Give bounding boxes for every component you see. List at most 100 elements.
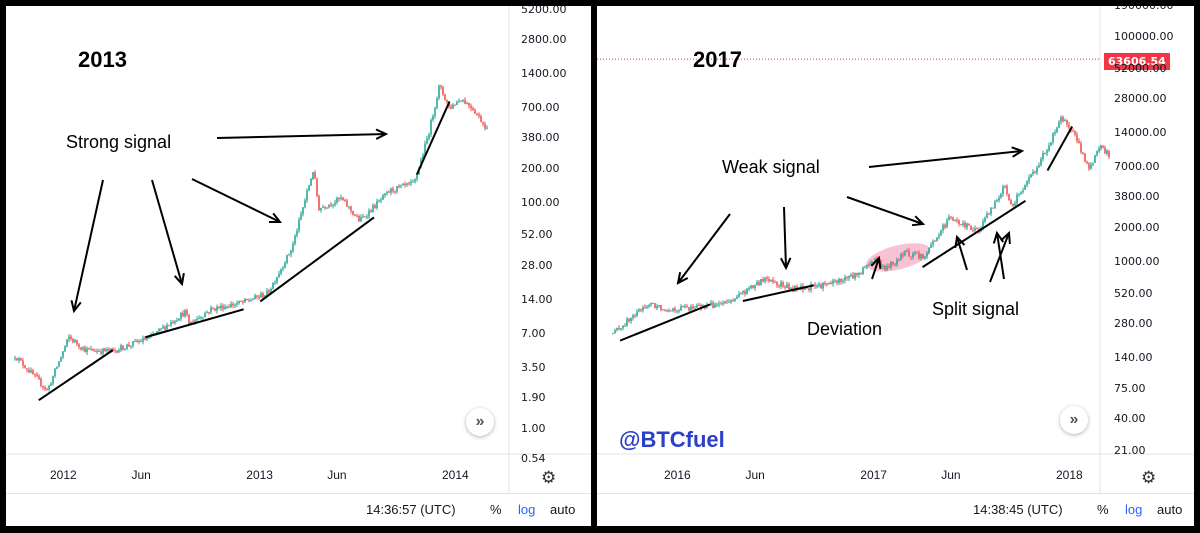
y-tick-label: 520.00 — [1114, 286, 1153, 300]
candle-body — [858, 272, 860, 276]
candle-body — [160, 328, 162, 330]
candle-body — [186, 310, 188, 315]
candle-body — [806, 287, 808, 289]
candle-body — [1064, 120, 1066, 122]
candle-body — [716, 304, 718, 306]
y-tick-label: 14.00 — [521, 292, 553, 306]
candle-body — [442, 87, 444, 95]
y-tick-label: 40.00 — [1114, 412, 1146, 426]
percent-toggle[interactable]: % — [1097, 502, 1109, 517]
candle-body — [640, 309, 642, 311]
candle-body — [380, 199, 382, 201]
scroll-to-realtime-button[interactable]: » — [466, 408, 494, 436]
candle-body — [778, 285, 780, 287]
candle-body — [766, 277, 768, 279]
gear-icon[interactable]: ⚙ — [1141, 468, 1157, 487]
candle-body — [284, 263, 286, 268]
candle-body — [124, 348, 126, 350]
candle-body — [366, 216, 368, 218]
candle-body — [862, 267, 864, 275]
candle-body — [620, 328, 622, 330]
candle-body — [342, 197, 344, 200]
candle-body — [34, 374, 36, 376]
candle-body — [658, 305, 660, 307]
scroll-to-realtime-button[interactable]: » — [1060, 406, 1088, 434]
candle-body — [1048, 145, 1050, 151]
candle-body — [130, 345, 132, 347]
candle-body — [1022, 189, 1024, 192]
candles — [14, 84, 488, 392]
arrow-head — [954, 234, 966, 249]
candle-body — [480, 115, 482, 123]
candle-body — [1012, 203, 1014, 206]
y-tick-label: 1400.00 — [521, 67, 567, 80]
candle-body — [664, 309, 666, 311]
candle-body — [424, 143, 426, 155]
log-toggle[interactable]: log — [1125, 502, 1143, 517]
candle-body — [450, 106, 452, 109]
candle-body — [388, 191, 390, 193]
candle-body — [786, 284, 788, 288]
candle-body — [56, 366, 58, 369]
candle-body — [1078, 141, 1080, 144]
candle-body — [834, 280, 836, 282]
candle-body — [50, 383, 52, 386]
candle-body — [260, 293, 262, 298]
candle-body — [144, 337, 146, 340]
candle-body — [774, 281, 776, 283]
auto-toggle[interactable]: auto — [550, 502, 576, 517]
candle-body — [24, 365, 26, 369]
candle-body — [844, 277, 846, 281]
candle-body — [928, 247, 930, 254]
candle-body — [814, 284, 816, 287]
gear-icon[interactable]: ⚙ — [541, 468, 557, 487]
candle-body — [462, 100, 464, 102]
candle-body — [216, 306, 218, 311]
percent-toggle[interactable]: % — [490, 502, 502, 517]
candle-body — [772, 279, 774, 282]
candle-body — [1090, 164, 1092, 169]
candle-body — [22, 360, 24, 366]
candle-body — [822, 282, 824, 289]
candle-body — [128, 344, 130, 347]
candle-body — [178, 318, 180, 321]
y-tick-label: 1.00 — [521, 422, 546, 435]
candle-body — [914, 252, 916, 254]
candle-body — [906, 250, 908, 252]
candle-body — [162, 326, 164, 329]
y-tick-label: 2000.00 — [1114, 221, 1160, 235]
candle-body — [1076, 134, 1078, 142]
candles — [612, 115, 1110, 335]
candle-body — [224, 306, 226, 310]
y-tick-label: 28.00 — [521, 258, 553, 272]
candle-body — [302, 207, 304, 214]
candle-body — [308, 185, 310, 191]
arrow-head — [70, 300, 82, 314]
candle-body — [184, 310, 186, 317]
clock-readout: 14:38:45 (UTC) — [973, 502, 1063, 517]
candle-body — [354, 214, 356, 216]
candle-body — [16, 358, 18, 361]
candle-body — [58, 361, 60, 367]
candle-body — [1046, 150, 1048, 154]
candle-body — [410, 181, 412, 184]
candle-body — [1102, 145, 1104, 148]
candle-body — [614, 330, 616, 334]
candle-body — [108, 349, 110, 351]
candle-body — [892, 261, 894, 264]
candle-body — [474, 110, 476, 114]
deviation-highlight — [866, 243, 931, 272]
log-toggle[interactable]: log — [518, 502, 536, 517]
candle-body — [264, 295, 266, 298]
candle-body — [238, 301, 240, 304]
candle-body — [788, 284, 790, 290]
candle-body — [776, 281, 778, 286]
candle-body — [684, 306, 686, 308]
arrow-head — [911, 215, 926, 227]
auto-toggle[interactable]: auto — [1157, 502, 1183, 517]
trendline — [415, 101, 451, 175]
candle-body — [894, 263, 896, 265]
candle-body — [468, 103, 470, 107]
strong-signal-label: Strong signal — [66, 132, 172, 152]
candle-body — [982, 221, 984, 229]
